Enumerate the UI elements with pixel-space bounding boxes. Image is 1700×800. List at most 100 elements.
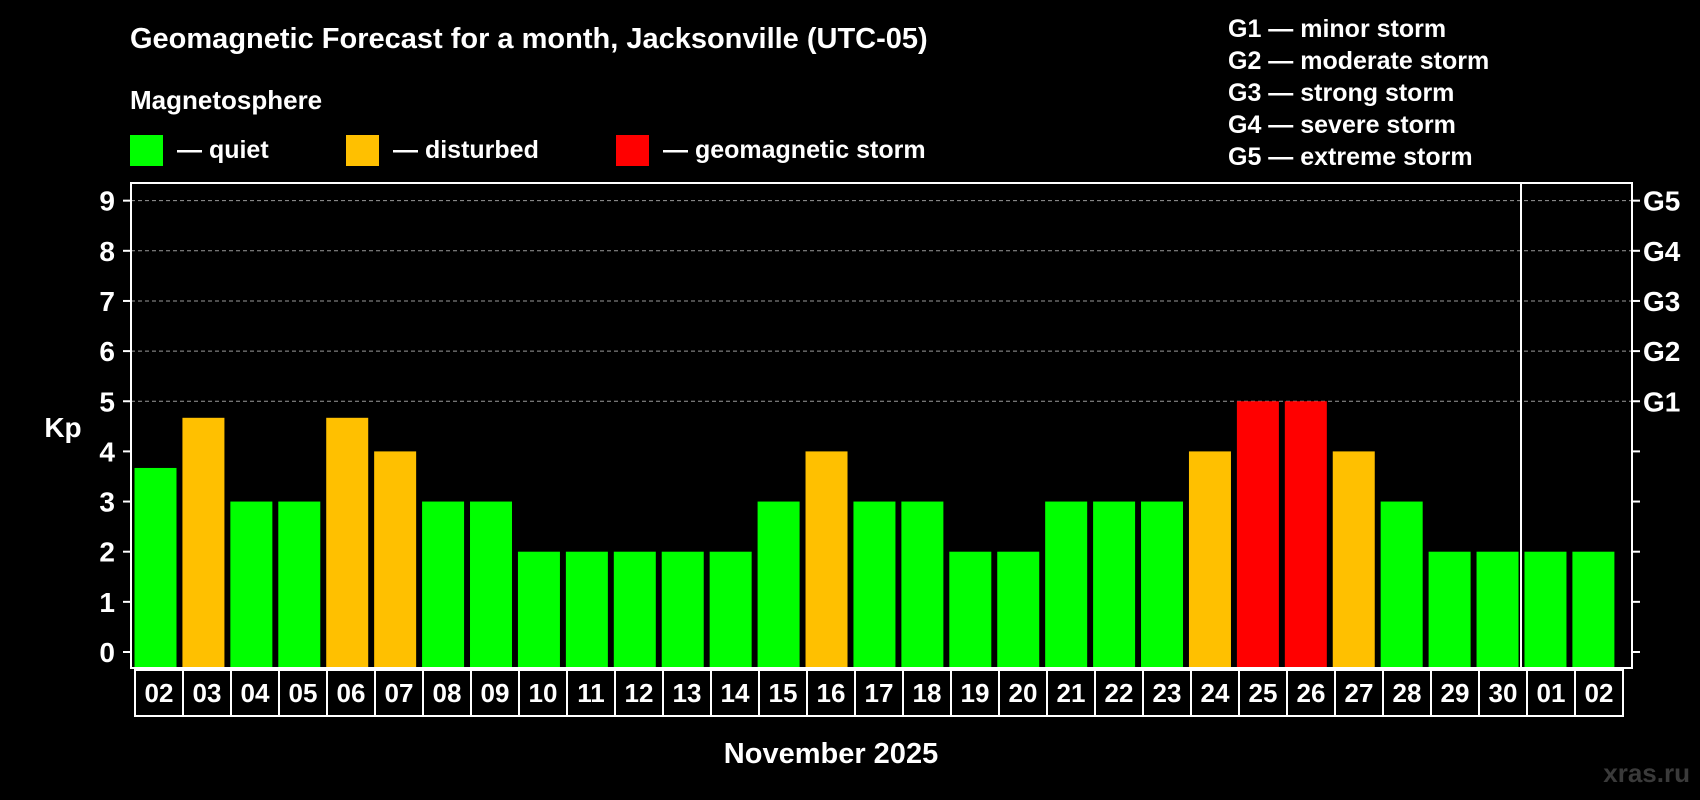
x-axis-title: November 2025 [724,738,938,770]
x-tick-label: 21 [1057,678,1086,708]
x-tick-label: 23 [1153,678,1182,708]
y-tick-label: 7 [99,286,115,317]
bar-quiet [1141,501,1184,668]
x-tick-label: 25 [1249,678,1278,708]
x-tick-label: 11 [577,678,605,708]
g-scale-label: G4 [1643,236,1681,267]
x-tick-label: 19 [961,678,990,708]
x-tick-label: 08 [433,678,462,708]
x-tick-label: 12 [625,678,654,708]
x-tick-label: 04 [241,678,270,708]
bar-quiet [565,551,608,668]
right-g-axis: G1 G2 G3 G4 G5 [1632,186,1681,653]
x-tick-label: 22 [1105,678,1134,708]
g-scale-label: G5 [1643,186,1680,217]
bar-quiet [1093,501,1136,668]
g-legend-item: G2 — moderate storm [1228,47,1489,75]
x-tick-label: 27 [1345,678,1374,708]
bar-quiet [278,501,321,668]
x-tick-label: 09 [481,678,510,708]
y-tick-label: 0 [99,637,115,668]
bar-quiet [1476,551,1519,668]
x-tick-label: 02 [1585,678,1614,708]
x-tick-label: 07 [385,678,414,708]
g-legend-item: G5 — extreme storm [1228,143,1473,171]
x-tick-label: 29 [1441,678,1470,708]
x-tick-label: 10 [529,678,558,708]
x-tick-label: 15 [769,678,798,708]
status-legend: — quiet — disturbed — geomagnetic storm [130,135,926,166]
bar-quiet [1572,551,1615,668]
y-tick-label: 1 [99,587,115,618]
bar-quiet [613,551,656,668]
x-tick-label: 13 [673,678,702,708]
bar-storm [1284,401,1327,668]
x-tick-label: 05 [289,678,318,708]
bar-quiet [1045,501,1088,668]
x-tick-label: 02 [145,678,174,708]
bar-quiet [709,551,752,668]
watermark: xras.ru [1603,758,1690,788]
bar-quiet [517,551,560,668]
bar-disturbed [1332,451,1375,668]
bar-quiet [949,551,992,668]
bar-disturbed [805,451,848,668]
bar-quiet [1428,551,1471,668]
bar-quiet [997,551,1040,668]
g-scale-label: G1 [1643,386,1680,417]
x-tick-label: 16 [817,678,846,708]
left-y-axis: 0 1 2 3 4 5 6 7 8 9 [99,186,131,668]
x-axis-labels: 02 03 04 05 06 07 08 09 10 11 12 13 14 15 16 17 18 19 20 21… [134,669,1624,717]
g-legend-item: G1 — minor storm [1228,15,1446,43]
bar-disturbed [182,417,225,668]
y-axis-label: Kp [44,412,81,443]
legend-label-storm: — geomagnetic storm [663,136,926,164]
x-tick-label: 26 [1297,678,1326,708]
bar-quiet [470,501,513,668]
bar-series [134,401,1615,668]
bar-quiet [901,501,944,668]
bar-quiet [134,467,177,668]
bar-quiet [1380,501,1423,668]
bar-quiet [853,501,896,668]
x-tick-label: 24 [1201,678,1230,708]
x-tick-label: 17 [865,678,894,708]
g-legend-item: G3 — strong storm [1228,79,1454,107]
legend-label-quiet: — quiet [177,136,269,164]
legend-swatch-disturbed [346,135,379,166]
bar-quiet [230,501,273,668]
legend-swatch-storm [616,135,649,166]
grid-lines [131,200,1632,402]
x-axis-frame [134,669,1624,717]
y-tick-label: 6 [99,336,115,367]
bar-disturbed [1188,451,1231,668]
x-tick-label: 01 [1537,678,1566,708]
y-tick-label: 8 [99,236,115,267]
y-tick-label: 4 [99,436,115,467]
x-tick-label: 18 [913,678,942,708]
g-scale-label: G2 [1643,336,1680,367]
legend-swatch-quiet [130,135,163,166]
bar-disturbed [374,451,417,668]
x-tick-label: 14 [721,678,750,708]
chart-title: Geomagnetic Forecast for a month, Jackso… [130,23,928,55]
y-tick-label: 5 [99,386,115,417]
x-tick-label: 03 [193,678,222,708]
x-tick-label: 20 [1009,678,1038,708]
storm-scale-legend: G1 — minor storm G2 — moderate storm G3 — … [1228,15,1489,171]
y-tick-label: 9 [99,186,115,217]
plot-frame [130,182,1633,669]
legend-heading: Magnetosphere [130,85,322,115]
g-scale-label: G3 [1643,286,1680,317]
y-tick-label: 2 [99,537,115,568]
bar-storm [1236,401,1279,668]
x-tick-label: 06 [337,678,366,708]
bar-quiet [661,551,704,668]
y-tick-label: 3 [99,487,115,518]
x-tick-label: 28 [1393,678,1422,708]
legend-label-disturbed: — disturbed [393,136,539,164]
bar-quiet [1524,551,1567,668]
x-tick-label: 30 [1489,678,1518,708]
g-legend-item: G4 — severe storm [1228,111,1456,139]
